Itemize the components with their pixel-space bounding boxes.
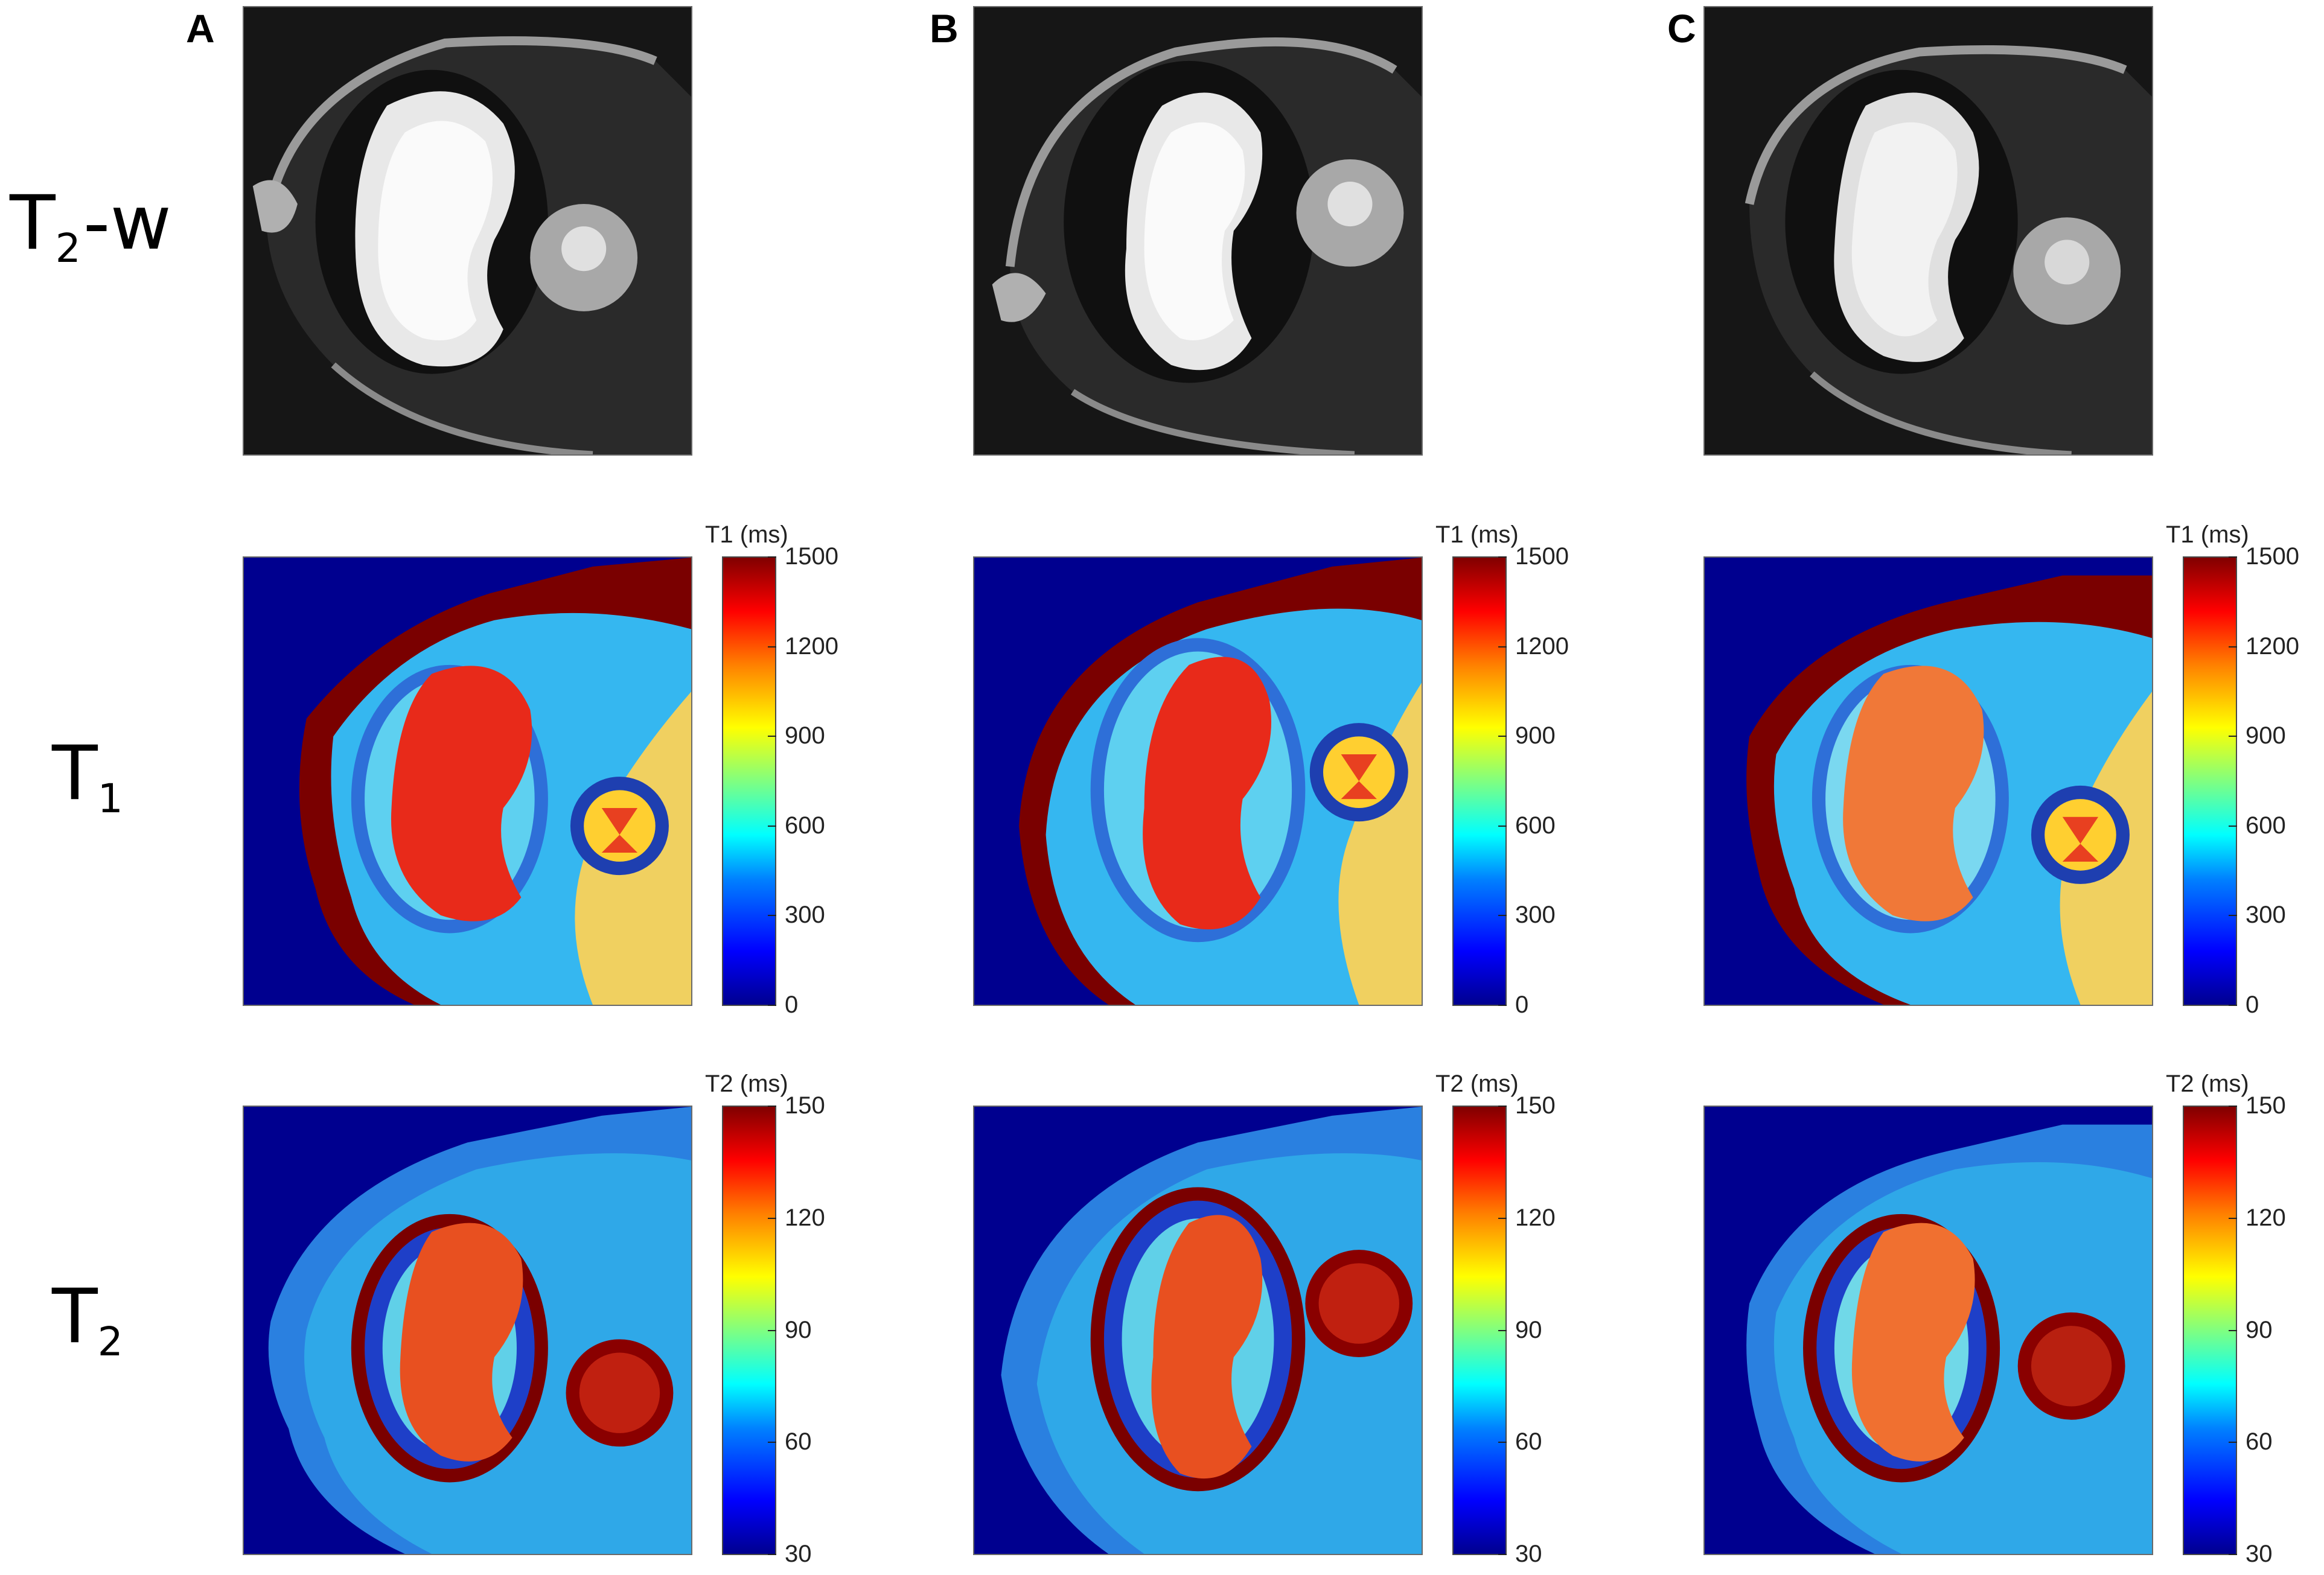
colorbar-tick-mark [768,556,776,558]
colorbar-tick-label: 1200 [2246,632,2299,660]
colorbar-tick-label: 30 [1515,1541,1542,1567]
colorbar-tick-label: 1500 [2246,543,2299,570]
colorbar-tick-label: 900 [785,722,825,749]
t1-map-a [243,556,692,1006]
colorbar-tick-mark [2229,1329,2237,1331]
t1-map-b [973,556,1423,1006]
t1-colorbar-title-c: T1 (ms) [2166,521,2249,548]
colorbar-tick-label: 900 [1515,722,1556,749]
colorbar-tick-label: 0 [1515,991,1529,1018]
colorbar-tick-label: 90 [2246,1316,2273,1343]
colorbar-tick-mark [2229,915,2237,917]
colorbar-tick-label: 120 [2246,1204,2286,1231]
colorbar-tick-mark [1498,736,1507,737]
colorbar-tick-label: 30 [785,1541,812,1567]
t1-colorbar-c [2183,556,2237,1006]
colorbar-tick-mark [768,825,776,827]
colorbar-tick-label: 150 [785,1092,825,1119]
panel-letter-a: A [186,6,215,51]
colorbar-tick-label: 60 [785,1428,812,1456]
colorbar-tick-mark [1498,825,1507,827]
colorbar-tick-label: 60 [1515,1428,1542,1456]
colorbar-tick-mark [1498,1106,1507,1107]
t2w-image-a [243,6,692,456]
colorbar-tick-label: 90 [785,1316,812,1343]
colorbar-tick-label: 600 [1515,812,1556,839]
row-label-t2: T2 [52,1273,123,1365]
colorbar-tick-mark [2229,646,2237,648]
panel-letter-c: C [1667,6,1696,51]
t1-colorbar-b [1452,556,1507,1006]
colorbar-tick-label: 1200 [785,632,838,660]
colorbar-tick-mark [768,1106,776,1107]
colorbar-tick-label: 600 [785,812,825,839]
colorbar-tick-label: 0 [785,991,799,1018]
t2-map-b [973,1106,1423,1555]
colorbar-tick-mark [2229,556,2237,558]
colorbar-tick-mark [2229,1217,2237,1219]
colorbar-tick-label: 300 [2246,902,2286,929]
colorbar-tick-mark [1498,646,1507,648]
colorbar-tick-mark [1498,915,1507,917]
colorbar-tick-label: 600 [2246,812,2286,839]
t1-colorbar-title-b: T1 (ms) [1435,521,1519,548]
colorbar-tick-mark [768,1554,776,1555]
colorbar-tick-label: 1500 [1515,543,1569,570]
colorbar-tick-mark [768,915,776,917]
t2-map-c [1703,1106,2153,1555]
colorbar-tick-mark [2229,1442,2237,1443]
colorbar-tick-mark [768,736,776,737]
t2w-image-b [973,6,1423,456]
colorbar-tick-label: 120 [1515,1204,1556,1231]
colorbar-tick-label: 60 [2246,1428,2273,1456]
colorbar-tick-mark [1498,1217,1507,1219]
t1-colorbar-title-a: T1 (ms) [705,521,788,548]
colorbar-tick-mark [768,1217,776,1219]
t2-colorbar-title-b: T2 (ms) [1435,1071,1519,1097]
colorbar-tick-label: 900 [2246,722,2286,749]
t2-colorbar-c [2183,1106,2237,1555]
colorbar-tick-mark [1498,556,1507,558]
colorbar-tick-mark [2229,825,2237,827]
row-label-t2w: T2-w [10,180,171,272]
colorbar-tick-label: 150 [2246,1092,2286,1119]
t2-map-a [243,1106,692,1555]
row-label-t1: T1 [52,730,123,822]
colorbar-tick-mark [2229,1005,2237,1006]
t2w-image-c [1703,6,2153,456]
t1-map-c [1703,556,2153,1006]
colorbar-tick-mark [1498,1554,1507,1555]
colorbar-tick-mark [2229,1554,2237,1555]
colorbar-tick-label: 300 [1515,902,1556,929]
t2-colorbar-title-a: T2 (ms) [705,1071,788,1097]
colorbar-tick-label: 0 [2246,991,2259,1018]
colorbar-tick-mark [2229,1106,2237,1107]
colorbar-tick-mark [1498,1442,1507,1443]
colorbar-tick-mark [768,1005,776,1006]
colorbar-tick-mark [768,1442,776,1443]
colorbar-tick-mark [1498,1005,1507,1006]
colorbar-tick-mark [768,646,776,648]
colorbar-tick-label: 30 [2246,1541,2273,1567]
colorbar-tick-label: 90 [1515,1316,1542,1343]
t2-colorbar-title-c: T2 (ms) [2166,1071,2249,1097]
colorbar-tick-mark [1498,1329,1507,1331]
panel-letter-b: B [930,6,959,51]
colorbar-tick-label: 120 [785,1204,825,1231]
t1-colorbar-a [722,556,776,1006]
colorbar-tick-label: 1500 [785,543,838,570]
colorbar-tick-mark [768,1329,776,1331]
colorbar-tick-mark [2229,736,2237,737]
colorbar-tick-label: 150 [1515,1092,1556,1119]
colorbar-tick-label: 300 [785,902,825,929]
t2-colorbar-b [1452,1106,1507,1555]
colorbar-tick-label: 1200 [1515,632,1569,660]
